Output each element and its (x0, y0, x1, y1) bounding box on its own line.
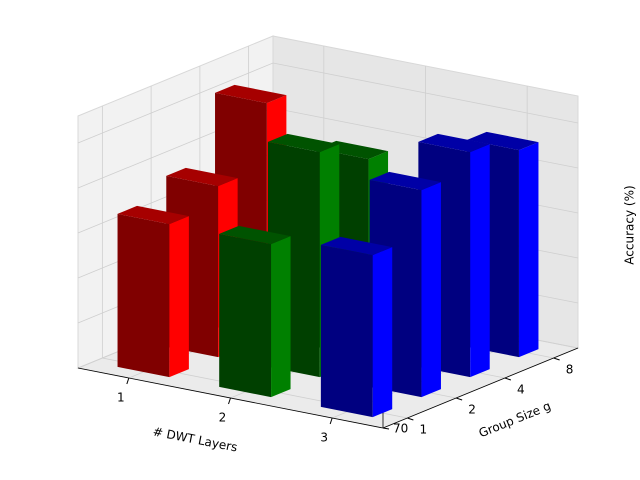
y-axis-label: Group Size g (477, 399, 553, 441)
y-axis (382, 347, 579, 429)
y-tick-label: 8 (566, 363, 574, 377)
bar (117, 205, 189, 378)
y-tick-label: 1 (420, 423, 428, 437)
y-tick (455, 397, 463, 401)
bar-side (271, 236, 291, 398)
bar (369, 171, 441, 398)
bar (219, 225, 291, 398)
y-tick (407, 417, 414, 421)
bar-front (320, 244, 373, 418)
z-axis-label: Accuracy (%) (623, 185, 637, 264)
bar-top (320, 236, 393, 256)
bar-side (421, 182, 441, 398)
x-tick-label: 3 (320, 431, 328, 445)
y-tick (553, 357, 560, 361)
y-tick-label: 2 (468, 403, 476, 417)
bar-top (467, 131, 539, 151)
bar-front (219, 233, 272, 398)
bar-side (169, 216, 189, 378)
bar (320, 236, 393, 418)
bar-top (215, 84, 287, 104)
bar-top (418, 133, 490, 153)
x-axis (77, 367, 384, 429)
grid-line (77, 62, 579, 144)
z-tick-label: 70 (393, 422, 408, 436)
grid-line (101, 106, 408, 419)
z-tick (382, 427, 390, 430)
bar-side (372, 247, 393, 418)
bar-side (470, 144, 490, 378)
bar-top (219, 225, 291, 245)
bar-top (267, 133, 340, 153)
y-tick-label: 4 (517, 383, 525, 397)
x-tick (126, 377, 130, 385)
x-tick (329, 417, 333, 425)
x-tick-label: 1 (117, 391, 125, 405)
bar-side (518, 142, 539, 358)
x-tick-label: 2 (219, 411, 227, 425)
bar-top (369, 171, 441, 191)
bar-front (117, 213, 170, 378)
x-axis-label: # DWT Layers (152, 424, 239, 454)
x-tick (228, 397, 231, 405)
bar-top (166, 167, 238, 187)
bar-top (117, 205, 189, 225)
y-tick (504, 377, 512, 381)
